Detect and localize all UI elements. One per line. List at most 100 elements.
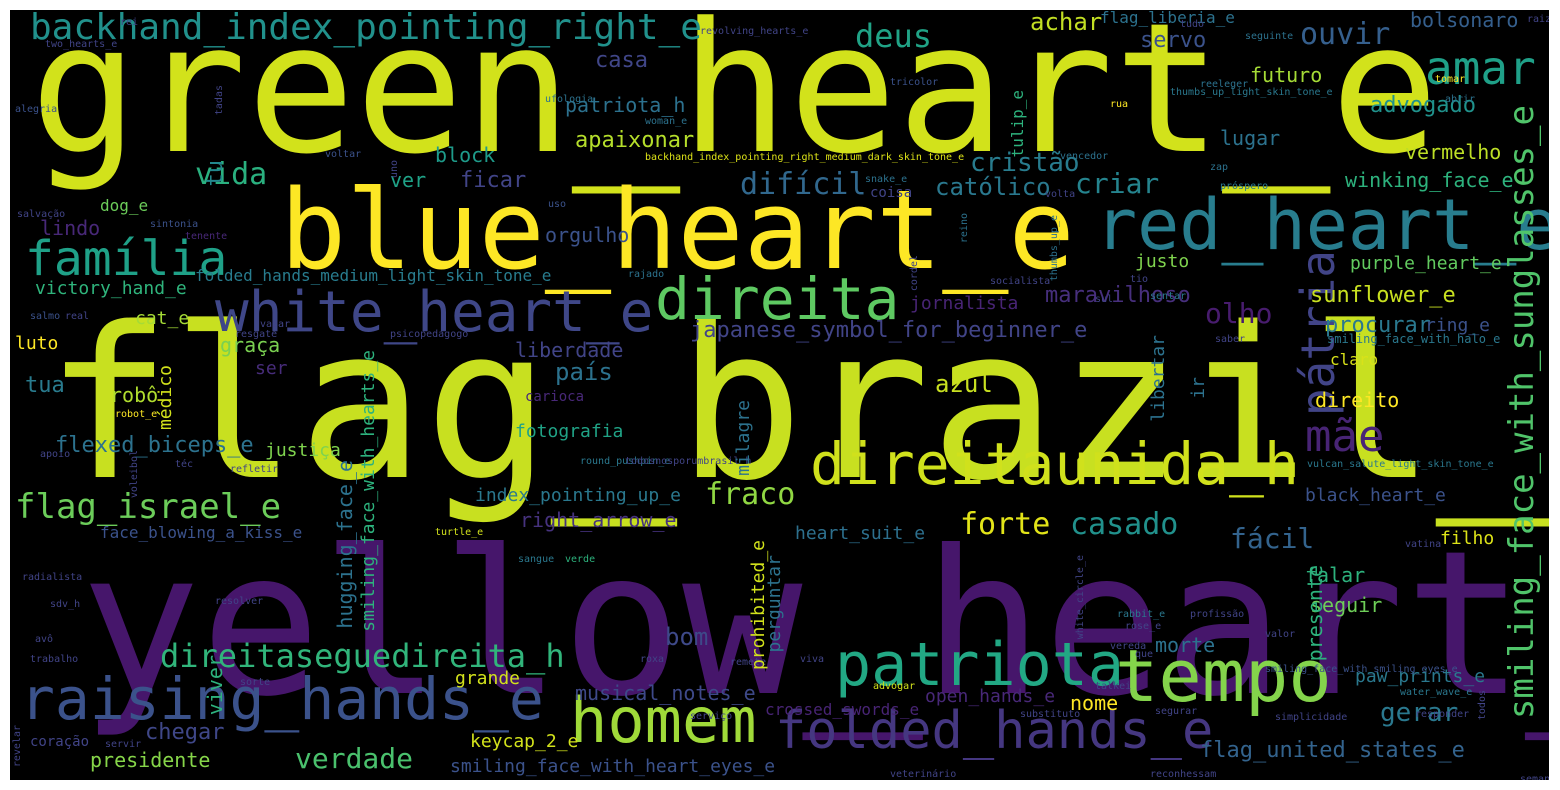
cloud-word: yellow_heart_e xyxy=(80,508,1549,741)
cloud-word: volta xyxy=(1045,189,1076,200)
cloud-word: heart_suit_e xyxy=(795,523,926,544)
cloud-word: woman_e xyxy=(645,116,688,127)
cloud-word: libertar xyxy=(1148,335,1169,422)
cloud-word: smiling_face_with_smiling_eyes_e xyxy=(1265,664,1458,675)
cloud-word: apoio xyxy=(40,449,71,460)
cloud-word: rajado xyxy=(628,269,665,280)
cloud-word: face_blowing_a_kiss_e xyxy=(100,523,303,542)
cloud-word: tudo xyxy=(1180,19,1205,30)
cloud-word: direitaseguedireita_h xyxy=(160,637,565,675)
cloud-word: profissão xyxy=(1190,609,1245,620)
cloud-word: sentar xyxy=(1150,291,1187,302)
cloud-word: smiling_face_with_heart_eyes_e xyxy=(450,756,776,777)
cloud-word: patriota_h xyxy=(565,93,686,117)
cloud-word: abrir xyxy=(1445,94,1476,105)
cloud-word: block xyxy=(435,143,496,167)
cloud-word: cordel xyxy=(909,255,920,292)
cloud-word: index_pointing_up_e xyxy=(475,485,681,506)
cloud-word: hugging_face_e xyxy=(333,460,357,629)
cloud-word: téc xyxy=(175,459,194,470)
cloud-word: vermelho xyxy=(1405,140,1502,164)
cloud-word: dog_e xyxy=(100,196,149,215)
word-cloud: green_heart_e flag_brazil_eyellow_heart_e… xyxy=(10,10,1549,780)
cloud-word: todos xyxy=(1477,690,1488,721)
cloud-word: vazar xyxy=(260,319,291,330)
cloud-word: olho xyxy=(1205,297,1273,330)
cloud-word: cat_e xyxy=(135,308,190,329)
cloud-word: ufologia xyxy=(545,94,594,105)
cloud-word: musical_notes_e xyxy=(575,681,756,705)
cloud-word: serviço xyxy=(690,711,733,722)
cloud-word: flexed_biceps_e xyxy=(55,433,254,458)
cloud-word: psicopedagogo xyxy=(390,329,469,340)
cloud-word: todosnosporumbrasil_h xyxy=(625,456,752,467)
cloud-word: direitaunida_h xyxy=(810,430,1299,498)
cloud-word: alegria xyxy=(15,104,58,115)
cloud-word: reino xyxy=(959,213,970,244)
cloud-word: folded_hands_medium_light_skin_tone_e xyxy=(195,266,552,285)
cloud-word: winking_face_e xyxy=(1345,168,1514,192)
cloud-word: smiling_face_with_hearts_e xyxy=(358,350,379,632)
cloud-word: sorte xyxy=(240,677,271,688)
cloud-word: casado xyxy=(1070,507,1179,542)
cloud-word: achar xyxy=(1030,10,1103,36)
cloud-word: robot_e xyxy=(115,409,158,420)
cloud-word: lugar xyxy=(1220,126,1281,150)
cloud-word: tio xyxy=(1130,274,1149,285)
cloud-word: advogado xyxy=(1370,93,1476,118)
cloud-word: seguinte xyxy=(1245,31,1294,42)
cloud-word: salvação xyxy=(17,209,66,220)
cloud-word: carioca xyxy=(525,389,585,405)
cloud-word: reeleger xyxy=(1200,79,1249,90)
cloud-word: rose_e xyxy=(1125,621,1162,632)
cloud-word: vereda xyxy=(1110,641,1147,652)
cloud-word: revolving_hearts_e xyxy=(700,26,809,37)
cloud-word: crossed_swords_e xyxy=(765,700,920,719)
cloud-word: direito xyxy=(1315,388,1400,412)
cloud-word: remete xyxy=(730,657,767,668)
cloud-word: simplicidade xyxy=(1275,712,1348,723)
cloud-word: tomar xyxy=(1435,74,1466,85)
cloud-word: próspero xyxy=(1220,181,1269,192)
cloud-word: black_heart_e xyxy=(1305,485,1446,506)
cloud-word: keycap_2_e xyxy=(470,731,579,752)
cloud-word: rei xyxy=(120,17,139,28)
cloud-word: maravilhoso xyxy=(1045,283,1191,308)
cloud-word: tulip_e xyxy=(1008,90,1027,158)
cloud-word: salmo xyxy=(30,311,61,322)
cloud-word: thumbs_up_e xyxy=(1049,215,1060,282)
cloud-word: orgulho xyxy=(545,223,630,247)
cloud-word: advogar xyxy=(873,681,916,692)
cloud-word: seguir xyxy=(1310,593,1383,617)
cloud-word: veterinário xyxy=(890,769,957,780)
cloud-word: trabalho xyxy=(30,654,79,665)
cloud-word: round_pushpin_e xyxy=(580,456,671,467)
cloud-word: flag_liberia_e xyxy=(1100,10,1235,27)
cloud-word: perguntar xyxy=(764,555,785,653)
cloud-word: open_hands_e xyxy=(925,686,1056,707)
cloud-word: chegar xyxy=(145,720,225,745)
cloud-word: thumbs_up_light_skin_tone_e xyxy=(1170,87,1333,98)
cloud-word: right_arrow_e xyxy=(520,508,677,532)
cloud-word: apaixonar xyxy=(575,128,695,153)
cloud-word: luto xyxy=(15,333,59,354)
cloud-word: forte xyxy=(960,507,1051,542)
cloud-word: flag_united_states_e xyxy=(1200,738,1465,763)
cloud-word: bolsonaro xyxy=(1410,10,1519,32)
cloud-word: backhand_index_pointing_right_medium_dar… xyxy=(645,152,965,163)
cloud-word: gerar xyxy=(1380,698,1459,728)
cloud-word: servo xyxy=(1140,28,1207,53)
cloud-word: ouvir xyxy=(1300,17,1391,52)
cloud-word: resolver xyxy=(215,596,264,607)
cloud-word: ir xyxy=(1188,377,1209,399)
cloud-word: país xyxy=(555,358,613,386)
cloud-word: folded_hands_e xyxy=(775,701,1214,761)
cloud-word: semana xyxy=(1520,774,1549,781)
cloud-word: radialista xyxy=(22,572,83,583)
cloud-word: blue_heart_e xyxy=(280,166,1075,294)
cloud-word: vulcan_salute_light_skin_tone_e xyxy=(1307,459,1494,470)
cloud-word: viva xyxy=(800,654,825,665)
cloud-word: tadas xyxy=(214,85,225,116)
cloud-word: viver xyxy=(203,655,227,716)
cloud-word: rabbit_e xyxy=(1117,609,1166,620)
